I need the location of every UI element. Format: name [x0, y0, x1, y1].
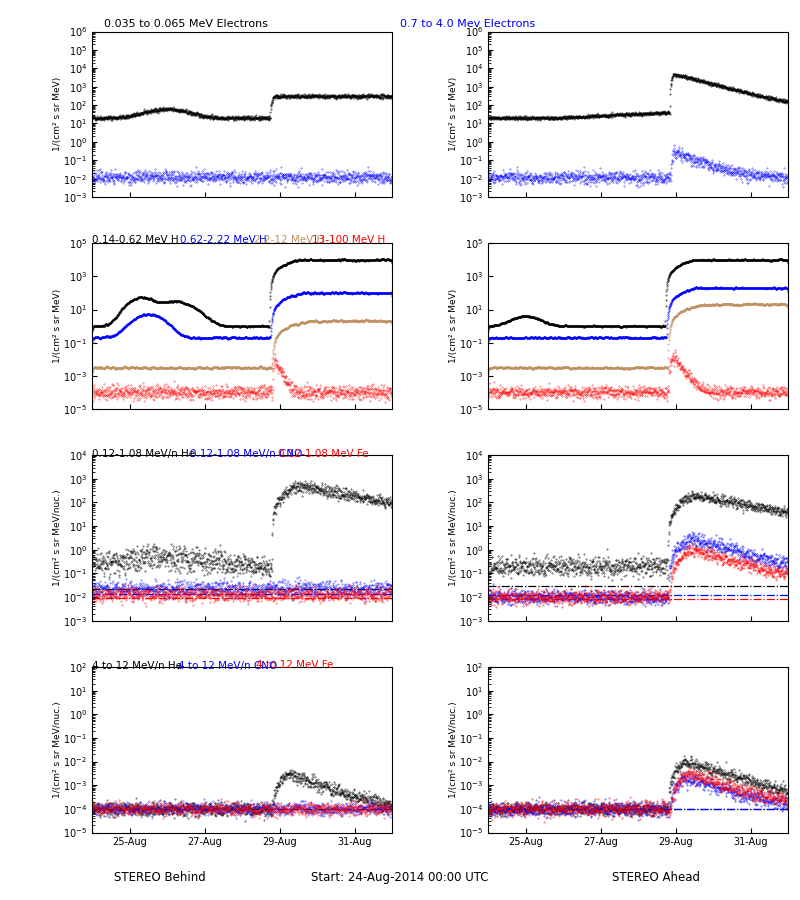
- Text: 4 to 12 MeV/n CNO: 4 to 12 MeV/n CNO: [178, 661, 277, 670]
- Text: 4 to 12 MeV Fe: 4 to 12 MeV Fe: [256, 661, 334, 670]
- Text: 4 to 12 MeV/n He: 4 to 12 MeV/n He: [92, 661, 182, 670]
- Text: STEREO Ahead: STEREO Ahead: [612, 871, 700, 884]
- Text: 0.12-1.08 MeV/n CNO: 0.12-1.08 MeV/n CNO: [190, 449, 302, 459]
- Text: 0.62-2.22 MeV H: 0.62-2.22 MeV H: [180, 235, 266, 245]
- Text: 13-100 MeV H: 13-100 MeV H: [312, 235, 386, 245]
- Y-axis label: 1/(cm² s sr MeV/nuc.): 1/(cm² s sr MeV/nuc.): [449, 701, 458, 798]
- Y-axis label: 1/(cm² s sr MeV/nuc.): 1/(cm² s sr MeV/nuc.): [53, 701, 62, 798]
- Text: 0.12-1.08 MeV/n He: 0.12-1.08 MeV/n He: [92, 449, 195, 459]
- Text: 0.12-1.08 MeV Fe: 0.12-1.08 MeV Fe: [278, 449, 369, 459]
- Text: Start: 24-Aug-2014 00:00 UTC: Start: 24-Aug-2014 00:00 UTC: [311, 871, 489, 884]
- Text: 0.7 to 4.0 Mev Electrons: 0.7 to 4.0 Mev Electrons: [400, 19, 535, 29]
- Text: 0.14-0.62 MeV H: 0.14-0.62 MeV H: [92, 235, 178, 245]
- Y-axis label: 1/(cm² s sr MeV/nuc.): 1/(cm² s sr MeV/nuc.): [53, 490, 62, 586]
- Y-axis label: 1/(cm² s sr MeV/nuc.): 1/(cm² s sr MeV/nuc.): [449, 490, 458, 586]
- Y-axis label: 1/(cm² s sr MeV): 1/(cm² s sr MeV): [53, 289, 62, 364]
- Text: 2.2-12 MeV H: 2.2-12 MeV H: [254, 235, 325, 245]
- Y-axis label: 1/(cm² s sr MeV): 1/(cm² s sr MeV): [53, 77, 62, 151]
- Y-axis label: 1/(cm² s sr MeV): 1/(cm² s sr MeV): [449, 289, 458, 364]
- Text: STEREO Behind: STEREO Behind: [114, 871, 206, 884]
- Text: 0.035 to 0.065 MeV Electrons: 0.035 to 0.065 MeV Electrons: [104, 19, 268, 29]
- Y-axis label: 1/(cm² s sr MeV): 1/(cm² s sr MeV): [449, 77, 458, 151]
